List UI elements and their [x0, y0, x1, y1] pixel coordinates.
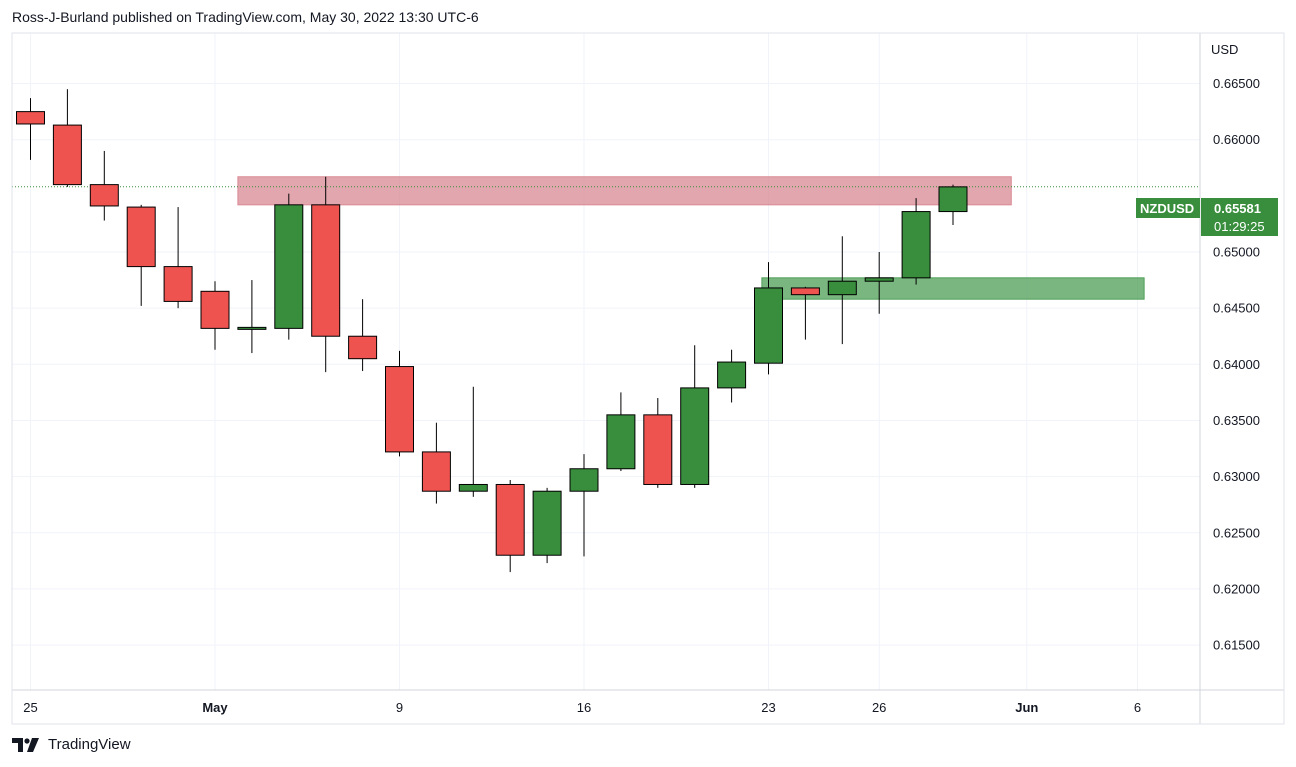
candle-down [790, 286, 820, 340]
candle-body [495, 483, 525, 556]
candle-up [938, 184, 968, 226]
time-tick-label: Jun [1015, 700, 1038, 715]
price-zones [237, 176, 1145, 300]
candle-body [52, 124, 82, 186]
candle-down [200, 281, 230, 350]
candles [16, 89, 968, 573]
candle-body [532, 490, 562, 556]
time-tick-label: 6 [1134, 700, 1141, 715]
candle-down [385, 350, 414, 457]
price-tick-label: 0.66500 [1213, 76, 1260, 91]
tradingview-logo-icon [12, 737, 39, 752]
candle-down [495, 479, 525, 573]
symbol-tag-bg [1136, 198, 1200, 218]
time-tick-label: 25 [23, 700, 37, 715]
tradingview-footer[interactable]: TradingView [12, 736, 131, 753]
candle-body [421, 451, 451, 492]
candle-up [606, 392, 636, 471]
candle-down [348, 299, 378, 372]
price-tag-value: 0.65581 [1214, 201, 1261, 216]
currency-label: USD [1211, 42, 1238, 57]
tradingview-brand: TradingView [48, 736, 131, 753]
time-axis: 25 May 9 16 23 26 Jun 6 [23, 700, 1141, 715]
price-tick-label: 0.64500 [1213, 301, 1260, 316]
candle-down [52, 89, 82, 187]
candle-up [274, 193, 304, 340]
candle-up [569, 454, 599, 557]
candle-up [827, 236, 857, 345]
candle-body [16, 111, 45, 125]
candle-body [754, 287, 783, 364]
candle-down [126, 204, 156, 306]
candle-up [901, 198, 931, 285]
candle-body [163, 266, 193, 302]
candle-body [458, 483, 488, 492]
last-price-tag[interactable]: NZDUSD 0.65581 01:29:25 [1136, 198, 1278, 236]
price-axis: 0.66500 0.66000 0.65000 0.64500 0.64000 0.635… [1213, 76, 1260, 653]
candle-body [643, 414, 673, 485]
candle-body [938, 186, 968, 213]
candle-body [680, 387, 710, 485]
price-tick-label: 0.61500 [1213, 638, 1260, 653]
chart-frame [11, 32, 1285, 725]
candle-down [421, 422, 451, 504]
price-tick-label: 0.66000 [1213, 132, 1260, 147]
time-tick-label: May [202, 700, 228, 715]
candle-up [680, 345, 710, 488]
candle-up [237, 280, 267, 354]
chart-grid [12, 33, 1200, 690]
candle-up [458, 386, 488, 497]
time-tick-label: 16 [577, 700, 591, 715]
candle-body [864, 277, 894, 282]
candle-body [126, 206, 156, 268]
candle-down [16, 98, 45, 160]
candle-body [385, 366, 414, 453]
candle-body [237, 326, 267, 330]
candle-body [901, 211, 931, 279]
candle-body [606, 414, 636, 470]
price-tag-bg [1201, 198, 1278, 236]
price-tick-label: 0.62000 [1213, 581, 1260, 596]
price-tick-label: 0.63000 [1213, 469, 1260, 484]
candle-down [643, 398, 673, 488]
price-tick-label: 0.62500 [1213, 525, 1260, 540]
candle-down [163, 207, 193, 309]
candle-body [200, 290, 230, 329]
price-tick-label: 0.65000 [1213, 245, 1260, 260]
candle-body [827, 280, 857, 296]
candle-body [790, 287, 820, 296]
price-tick-label: 0.63500 [1213, 413, 1260, 428]
price-tag-countdown: 01:29:25 [1214, 219, 1265, 234]
candle-body [311, 204, 341, 337]
symbol-tag-label: NZDUSD [1140, 201, 1194, 216]
candle-body [274, 204, 304, 329]
candle-down [311, 176, 341, 373]
time-tick-label: 23 [761, 700, 775, 715]
publisher-info: Ross-J-Burland published on TradingView.… [12, 9, 479, 25]
candle-body [348, 335, 378, 360]
candle-body [569, 468, 599, 492]
time-tick-label: 9 [396, 700, 403, 715]
candle-up [717, 349, 747, 403]
candle-up [864, 252, 894, 314]
time-tick-label: 26 [872, 700, 886, 715]
candle-body [717, 361, 747, 389]
candle-up [532, 487, 562, 564]
price-tick-label: 0.64000 [1213, 357, 1260, 372]
resistance-zone [237, 176, 1012, 206]
candle-down [89, 150, 119, 221]
candle-up [754, 262, 783, 375]
candle-body [89, 184, 119, 207]
